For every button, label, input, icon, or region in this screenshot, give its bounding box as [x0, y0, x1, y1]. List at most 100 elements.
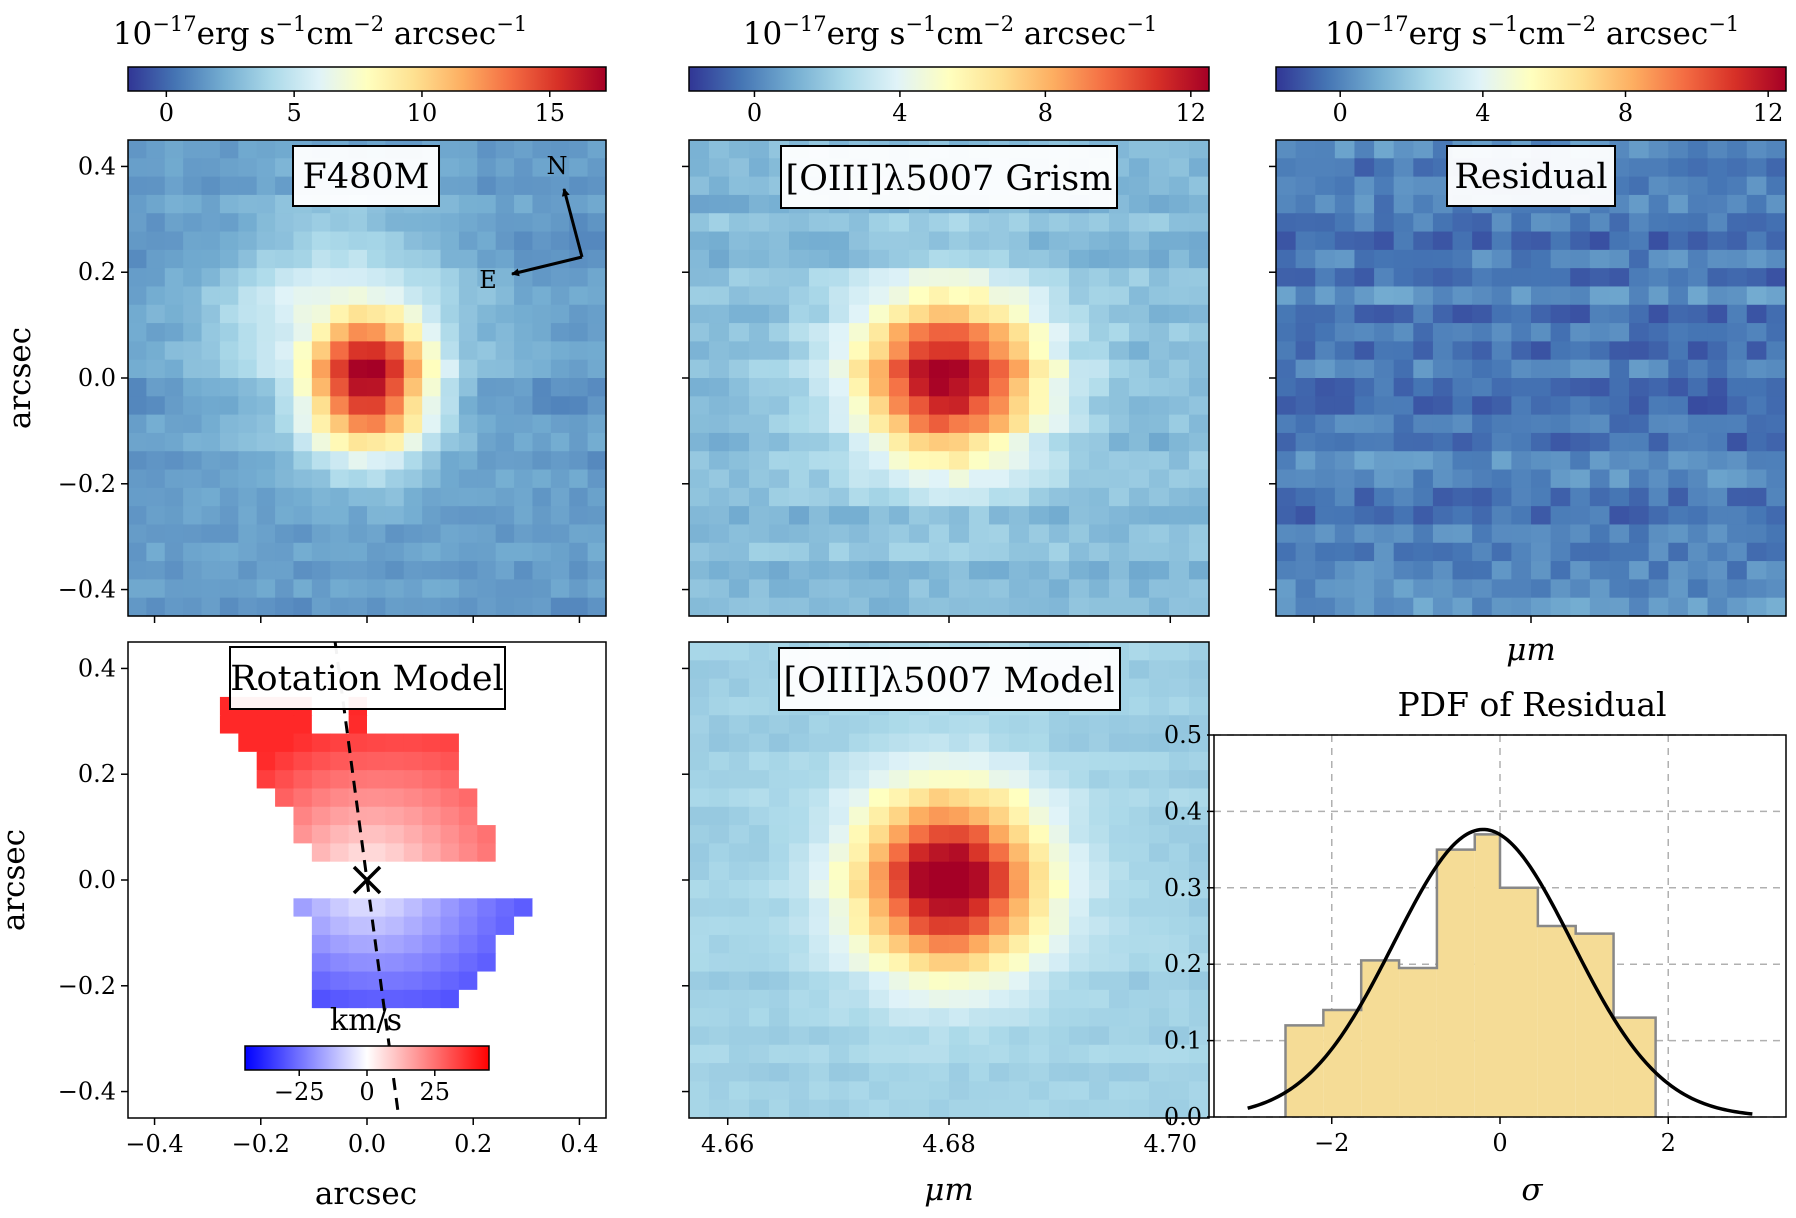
heatmap-cell [219, 989, 239, 1009]
heatmap-cell [729, 213, 750, 233]
heatmap-cell [1413, 542, 1434, 562]
heatmap-cell [1169, 140, 1190, 159]
pdf-histogram [1284, 833, 1657, 1117]
heatmap-cell [849, 597, 870, 617]
heatmap-cell [293, 806, 313, 826]
heatmap-cell [422, 414, 442, 434]
heatmap-cell [1511, 249, 1532, 269]
heatmap-cell [1049, 953, 1070, 973]
heatmap-cell [929, 469, 950, 489]
heatmap-cell [829, 1081, 850, 1101]
heatmap-cell [1609, 506, 1630, 526]
heatmap-cell [219, 825, 239, 844]
heatmap-cell [1334, 158, 1356, 178]
heatmap-cell [293, 249, 313, 269]
heatmap-cell [201, 249, 221, 269]
heatmap-cell [367, 733, 386, 753]
heatmap-cell [1169, 176, 1190, 196]
heatmap-cell [1354, 158, 1375, 178]
heatmap-cell [550, 231, 570, 251]
heatmap-cell [440, 323, 460, 342]
heatmap-cell [275, 213, 295, 233]
colorbar-f480m: 10−17erg s−1cm−2 arcsec−1 0 5 10 15 [113, 12, 607, 127]
heatmap-cell [440, 213, 460, 233]
heatmap-cell [477, 934, 497, 954]
heatmap-cell [293, 451, 313, 471]
heatmap-cell [1129, 751, 1150, 771]
heatmap-cell [1648, 213, 1669, 233]
heatmap-cell [440, 542, 460, 562]
heatmap-cell [348, 934, 368, 954]
heatmap-cell [367, 414, 386, 434]
heatmap-cell [1169, 861, 1190, 881]
heatmap-cell [128, 176, 147, 196]
heatmap-cell [1648, 286, 1669, 306]
heatmap-cell [1472, 469, 1493, 489]
heatmap-cell [1315, 487, 1336, 507]
heatmap-cell [1570, 359, 1591, 379]
heatmap-cell [769, 898, 790, 918]
heatmap-cell [1629, 194, 1650, 214]
heatmap-cell [330, 542, 350, 562]
heatmap-cell [909, 880, 930, 899]
heatmap-cell [1169, 806, 1190, 826]
heatmap-cell [729, 733, 750, 753]
heatmap-cell [1029, 597, 1050, 617]
heatmap-cell [495, 916, 515, 936]
heatmap-cell [514, 770, 534, 790]
heatmap-cell [789, 524, 810, 544]
heatmap-cell [275, 861, 295, 881]
heatmap-cell [709, 176, 730, 196]
heatmap-cell [989, 934, 1010, 954]
panel-rotation-ytick-label: −0.4 [58, 1078, 116, 1106]
heatmap-cell [1491, 396, 1512, 416]
heatmap-cell [1452, 506, 1473, 526]
heatmap-cell [1029, 953, 1050, 973]
heatmap-cell [1149, 989, 1170, 1009]
heatmap-cell [477, 898, 497, 918]
heatmap-cell [256, 414, 276, 434]
heatmap-cell [1109, 770, 1130, 790]
heatmap-cell [532, 286, 552, 306]
heatmap-cell [1413, 268, 1434, 288]
heatmap-cell [1452, 396, 1473, 416]
heatmap-cell [1009, 506, 1030, 526]
heatmap-cell [1472, 213, 1493, 233]
heatmap-cell [348, 286, 368, 306]
heatmap-cell [1472, 506, 1493, 526]
heatmap-cell [1109, 898, 1130, 918]
heatmap-cell [1511, 432, 1532, 452]
heatmap-cell [219, 140, 239, 159]
heatmap-cell [1149, 1099, 1170, 1119]
heatmap-cell [1589, 579, 1611, 599]
heatmap-cell [403, 898, 423, 918]
heatmap-cell [1109, 524, 1130, 544]
panel-rotation-xtick-label: 0.2 [454, 1130, 492, 1158]
heatmap-cell [949, 843, 970, 863]
heatmap-cell [1668, 231, 1689, 251]
heatmap-cell [1029, 1081, 1050, 1101]
heatmap-cell [1550, 469, 1571, 489]
heatmap-cell [1169, 696, 1190, 716]
heatmap-cell [709, 378, 730, 397]
heatmap-cell [1668, 414, 1689, 434]
heatmap-cell [1354, 213, 1375, 233]
heatmap-cell [128, 194, 147, 214]
heatmap-cell [311, 989, 331, 1009]
heatmap-cell [829, 469, 850, 489]
heatmap-cell [275, 341, 295, 361]
heatmap-cell [1129, 953, 1150, 973]
heatmap-cell [495, 524, 515, 544]
heatmap-cell [1129, 770, 1150, 790]
heatmap-cell [989, 1063, 1010, 1082]
heatmap-cell [550, 378, 570, 397]
heatmap-cell [1432, 542, 1454, 562]
heatmap-cell [1648, 542, 1669, 562]
heatmap-cell [1169, 1044, 1190, 1064]
heatmap-cell [1648, 304, 1669, 324]
heatmap-cell [146, 1044, 166, 1064]
heatmap-cell [1109, 1099, 1130, 1119]
heatmap-cell [1354, 542, 1375, 562]
heatmap-cell [909, 971, 930, 991]
heatmap-cell [1727, 561, 1748, 580]
